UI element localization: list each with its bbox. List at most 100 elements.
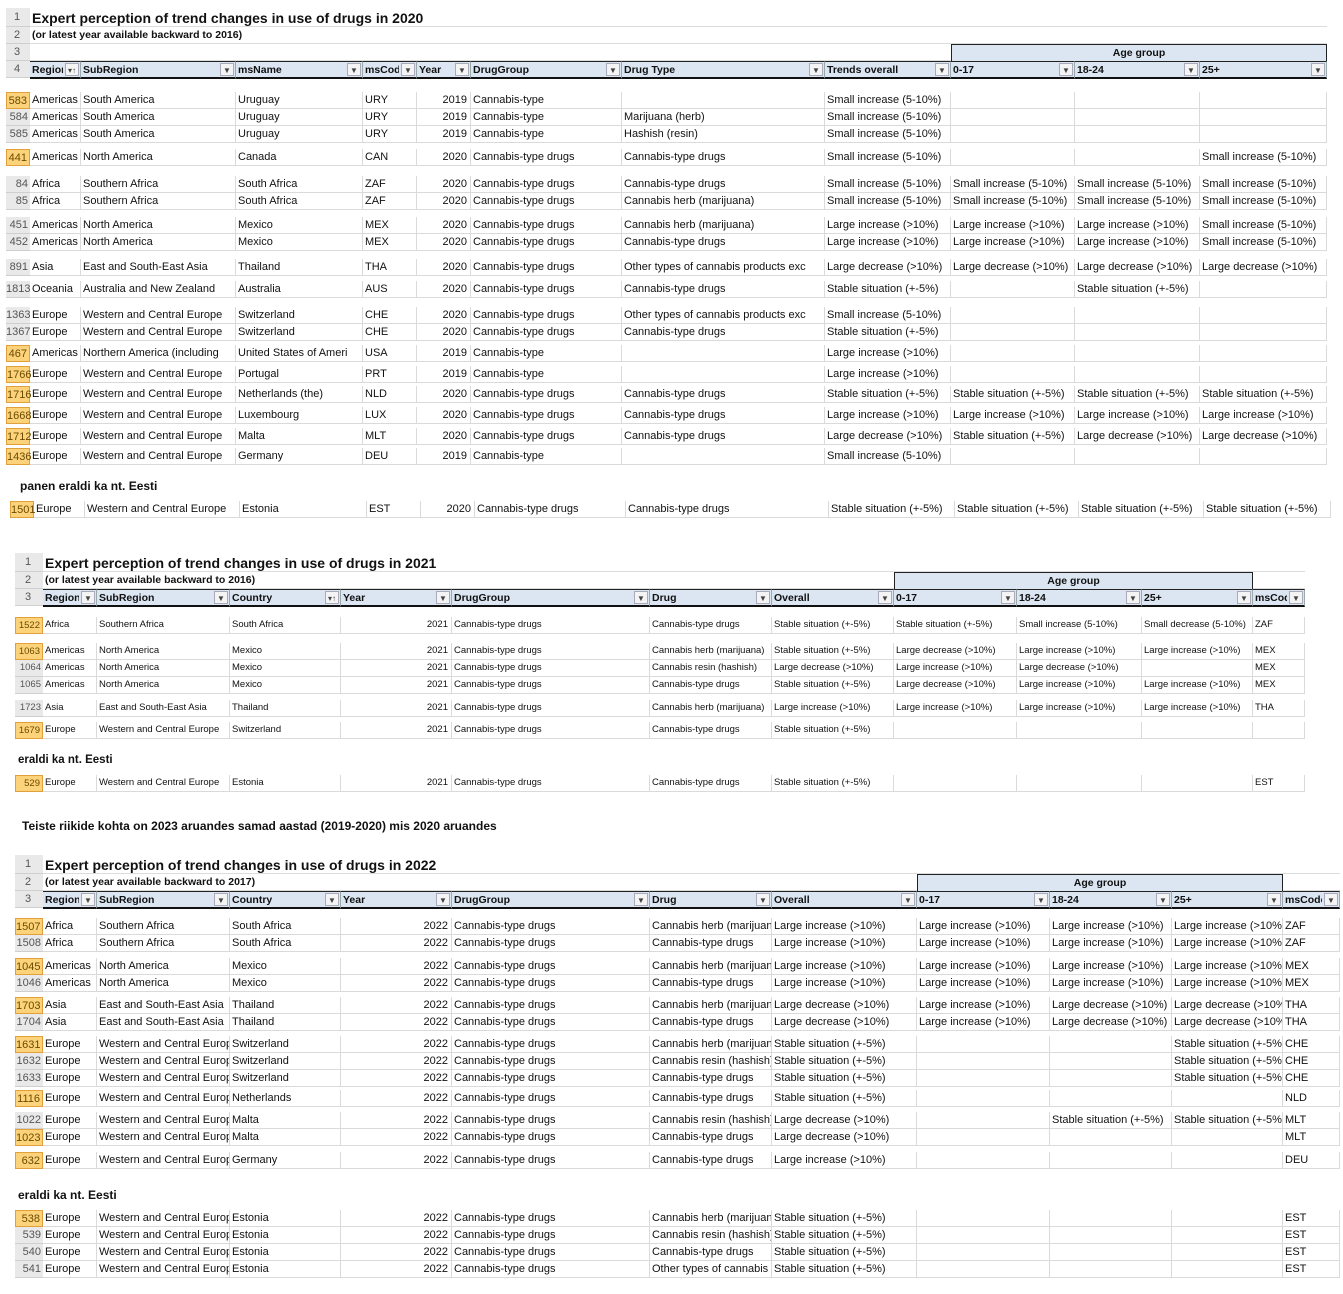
table-cell[interactable]: Oceania	[30, 281, 81, 298]
table-cell[interactable]	[951, 448, 1075, 465]
filter-dropdown-icon[interactable]: ▼	[347, 63, 361, 76]
table-cell[interactable]: 2022	[341, 1152, 452, 1169]
table-cell[interactable]: Cannabis-type drugs	[452, 1090, 650, 1107]
table-cell[interactable]: Stable situation (+-5%)	[825, 281, 951, 298]
table-cell[interactable]: Mexico	[236, 217, 363, 234]
table-cell[interactable]: Estonia	[230, 1210, 341, 1227]
row-number[interactable]: 1716	[6, 386, 31, 403]
row-number[interactable]: 1723	[15, 700, 43, 717]
table-cell[interactable]: Western and Central Europe	[97, 1070, 230, 1087]
table-cell[interactable]: East and South-East Asia	[97, 1014, 230, 1031]
row-number[interactable]: 1633	[15, 1070, 43, 1087]
table-cell[interactable]: Germany	[236, 448, 363, 465]
table-cell[interactable]: Estonia	[230, 1227, 341, 1244]
filter-dropdown-icon[interactable]: ▼	[634, 591, 648, 604]
table-cell[interactable]: Europe	[43, 722, 97, 739]
table-cell[interactable]: Large decrease (>10%)	[1172, 1014, 1283, 1031]
column-header[interactable]: Region▾↑	[30, 61, 81, 79]
table-cell[interactable]: Cannabis-type drugs	[650, 677, 772, 694]
table-cell[interactable]: Large increase (>10%)	[1050, 935, 1172, 952]
table-cell[interactable]: Cannabis-type drugs	[452, 617, 650, 634]
table-cell[interactable]: Asia	[43, 997, 97, 1014]
table-cell[interactable]: Portugal	[236, 366, 363, 383]
table-cell[interactable]: Large increase (>10%)	[825, 407, 951, 424]
table-cell[interactable]	[622, 366, 825, 383]
table-cell[interactable]	[1075, 149, 1200, 166]
row-number[interactable]: 1023	[15, 1129, 43, 1146]
table-cell[interactable]	[917, 1053, 1050, 1070]
table-cell[interactable]: Large decrease (>10%)	[772, 1129, 917, 1146]
table-cell[interactable]: EST	[1283, 1210, 1340, 1227]
table-cell[interactable]: Cannabis-type drugs	[622, 149, 825, 166]
table-cell[interactable]: Large increase (>10%)	[772, 1152, 917, 1169]
filter-dropdown-icon[interactable]: ▼	[214, 591, 228, 604]
table-cell[interactable]: Western and Central Europe	[81, 307, 236, 324]
table-cell[interactable]: Cannabis-type drugs	[471, 324, 622, 341]
column-header[interactable]: SubRegion ▼	[97, 589, 230, 607]
table-cell[interactable]: Cannabis resin (hashish)	[650, 1053, 772, 1070]
table-cell[interactable]: Australia and New Zealand	[81, 281, 236, 298]
table-cell[interactable]	[917, 1152, 1050, 1169]
table-cell[interactable]: North America	[97, 660, 230, 677]
table-cell[interactable]: MEX	[363, 217, 417, 234]
table-cell[interactable]: Small increase (5-10%)	[1200, 149, 1327, 166]
table-cell[interactable]: Large increase (>10%)	[825, 345, 951, 362]
filter-dropdown-icon[interactable]: ▼	[901, 893, 915, 906]
row-number[interactable]: 1508	[15, 935, 43, 952]
column-header[interactable]: Drug ▼	[650, 891, 772, 909]
table-cell[interactable]: Large decrease (>10%)	[825, 428, 951, 445]
table-cell[interactable]: Large decrease (>10%)	[772, 660, 894, 677]
table-cell[interactable]: Thailand	[236, 259, 363, 276]
table-cell[interactable]: Western and Central Europe	[97, 722, 230, 739]
table-cell[interactable]: Mexico	[230, 677, 341, 694]
row-number[interactable]: 1022	[15, 1112, 43, 1129]
table-cell[interactable]: Western and Central Europe	[97, 1227, 230, 1244]
table-cell[interactable]: MEX	[1253, 660, 1305, 677]
table-cell[interactable]: Stable situation (+-5%)	[772, 643, 894, 660]
row-number[interactable]: 1045	[15, 958, 43, 975]
table-cell[interactable]: Large decrease (>10%)	[1200, 428, 1327, 445]
table-cell[interactable]	[1200, 448, 1327, 465]
filter-dropdown-icon[interactable]: ▼	[1184, 63, 1198, 76]
table-cell[interactable]: Stable situation (+-5%)	[1204, 501, 1331, 518]
table-cell[interactable]	[917, 1261, 1050, 1278]
table-cell[interactable]: Large decrease (>10%)	[772, 997, 917, 1014]
table-cell[interactable]: Stable situation (+-5%)	[951, 428, 1075, 445]
table-cell[interactable]: CHE	[363, 324, 417, 341]
table-cell[interactable]: 2019	[417, 109, 471, 126]
table-cell[interactable]: North America	[81, 217, 236, 234]
table-cell[interactable]: Europe	[30, 366, 81, 383]
table-cell[interactable]: Cannabis-type	[471, 448, 622, 465]
table-cell[interactable]: Canada	[236, 149, 363, 166]
table-cell[interactable]: Large increase (>10%)	[917, 997, 1050, 1014]
filter-dropdown-icon[interactable]: ▼	[606, 63, 620, 76]
table-cell[interactable]: Asia	[43, 1014, 97, 1031]
table-cell[interactable]: East and South-East Asia	[97, 997, 230, 1014]
table-cell[interactable]: Thailand	[230, 997, 341, 1014]
table-cell[interactable]: CHE	[1283, 1070, 1340, 1087]
table-cell[interactable]: MEX	[1283, 958, 1340, 975]
table-cell[interactable]: MEX	[1253, 643, 1305, 660]
table-cell[interactable]: Large increase (>10%)	[1172, 958, 1283, 975]
table-cell[interactable]: MLT	[1283, 1129, 1340, 1146]
table-cell[interactable]: Netherlands (the)	[236, 386, 363, 403]
table-cell[interactable]	[917, 1129, 1050, 1146]
table-cell[interactable]	[1200, 126, 1327, 143]
column-header[interactable]: 18-24 ▼	[1017, 589, 1142, 607]
table-cell[interactable]: Stable situation (+-5%)	[1050, 1112, 1172, 1129]
table-cell[interactable]: Europe	[30, 428, 81, 445]
table-cell[interactable]: Stable situation (+-5%)	[772, 1227, 917, 1244]
table-cell[interactable]: Western and Central Europe	[81, 428, 236, 445]
table-cell[interactable]: Thailand	[230, 700, 341, 717]
table-cell[interactable]: North America	[97, 643, 230, 660]
row-header[interactable]: 4	[6, 61, 30, 78]
table-cell[interactable]: Cannabis herb (marijuana)	[650, 643, 772, 660]
table-cell[interactable]: Switzerland	[236, 324, 363, 341]
table-cell[interactable]: Americas	[30, 109, 81, 126]
column-header[interactable]: 0-17 ▼	[894, 589, 1017, 607]
table-cell[interactable]: Large increase (>10%)	[951, 407, 1075, 424]
table-cell[interactable]: PRT	[363, 366, 417, 383]
table-cell[interactable]: Small increase (5-10%)	[951, 176, 1075, 193]
table-cell[interactable]: Stable situation (+-5%)	[1172, 1070, 1283, 1087]
table-cell[interactable]: Large increase (>10%)	[1172, 918, 1283, 935]
